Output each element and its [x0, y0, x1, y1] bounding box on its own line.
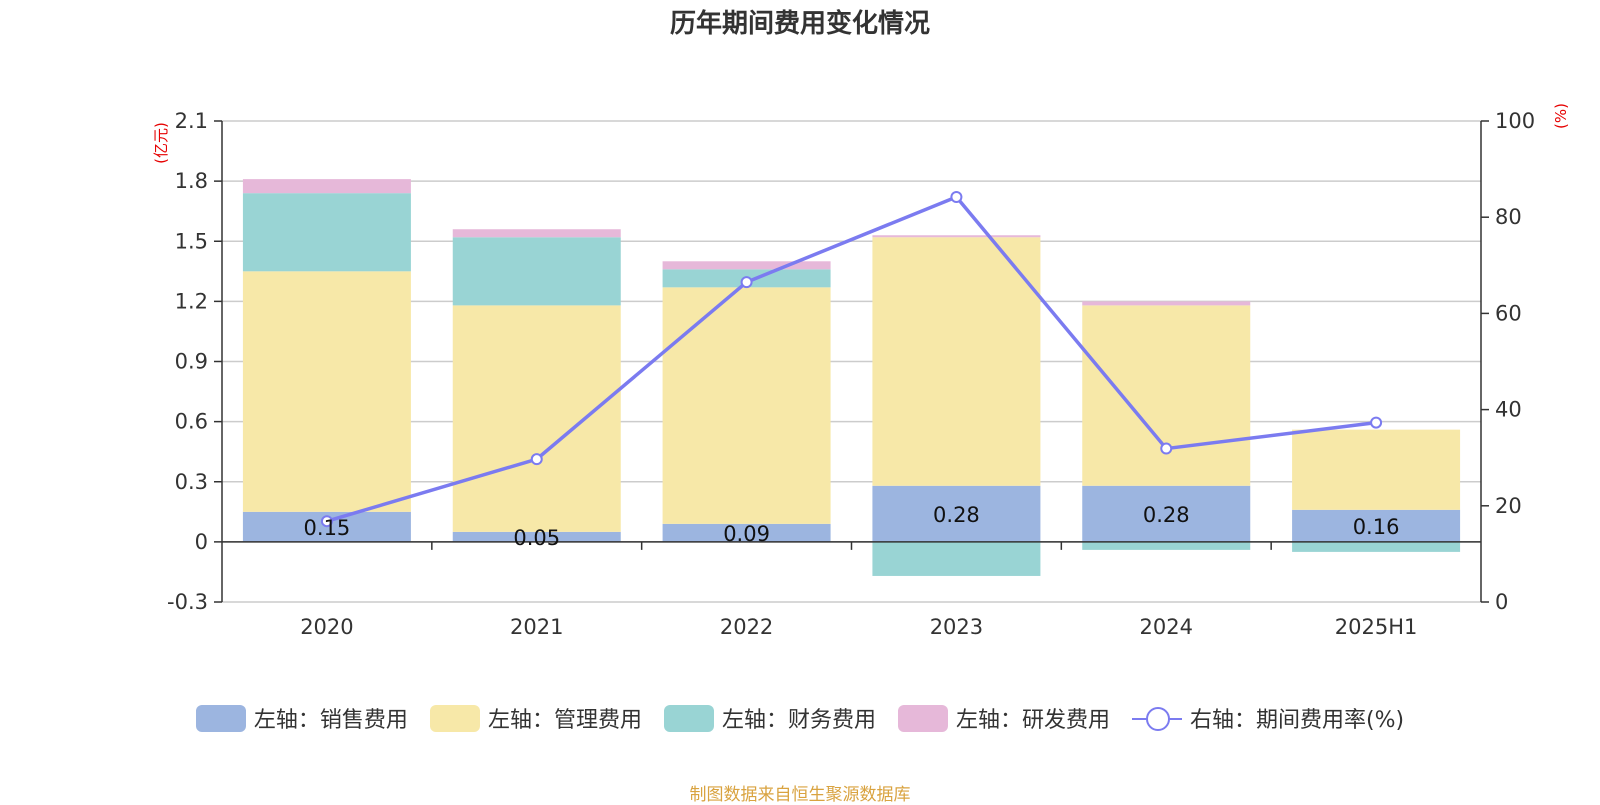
- data-labels: 0.15 0.05 0.09 0.28 0.28 0.16: [304, 503, 1400, 550]
- gridlines: [222, 120, 1481, 603]
- data-label: 0.15: [304, 516, 351, 540]
- bar-segment: [452, 531, 621, 542]
- expense-rate-point: [320, 515, 333, 528]
- legend-label: 左轴：研发费用: [955, 708, 1110, 733]
- axes: 2.1 1.8 1.5 1.2 0.9 0.6 0.3 0 -0.3 100 80 60 40 20 0 20…: [167, 109, 1535, 639]
- legend-item[interactable]: 右轴：期间费用率(%): [1131, 702, 1405, 734]
- category-label: 2023: [930, 615, 983, 639]
- data-label: 0.28: [933, 503, 980, 527]
- bar-segment: [452, 305, 621, 532]
- legend-swatch: [195, 704, 246, 732]
- bar-segment: [452, 237, 621, 306]
- expense-rate-point: [740, 276, 753, 289]
- right-axis-tick-label: 0: [1495, 590, 1508, 614]
- bar-segment: [872, 235, 1041, 238]
- left-axis-tick-label: 0: [195, 530, 208, 554]
- bar-segment: [1082, 305, 1251, 486]
- legend-label: 右轴：期间费用率(%): [1189, 708, 1405, 733]
- right-axis-tick-label: 60: [1495, 301, 1522, 325]
- left-axis-tick-label: 1.2: [175, 289, 208, 313]
- left-axis-tick-label: 2.1: [175, 109, 208, 133]
- category-label: 2024: [1140, 615, 1193, 639]
- expense-rate-point: [530, 453, 543, 466]
- expense-rate-point: [950, 190, 963, 203]
- chart-title: 历年期间费用变化情况: [670, 8, 930, 39]
- bar-segment: [872, 237, 1041, 486]
- bars: [242, 179, 1461, 576]
- data-label: 0.09: [723, 522, 770, 546]
- bar-segment: [1082, 301, 1251, 306]
- legend-swatch: [663, 704, 714, 732]
- chart: 历年期间费用变化情况 2.1 1.8 1.5 1.2 0.9 0.6 0.3 0 -0.3 100…: [152, 8, 1570, 639]
- legend-swatch: [429, 704, 480, 732]
- legend-line-marker-icon: [1131, 705, 1182, 732]
- legend-label: 左轴：财务费用: [721, 708, 876, 733]
- expense-rate-line: [326, 194, 1377, 523]
- expense-rate-point: [1370, 416, 1383, 429]
- bar-segment: [242, 193, 411, 272]
- right-axis-tick-label: 80: [1495, 205, 1522, 229]
- right-axis-tick-label: 100: [1495, 109, 1535, 133]
- legend-label: 左轴：销售费用: [253, 708, 408, 733]
- legend: 左轴：销售费用 左轴：管理费用 左轴：财务费用 左轴：研发费用 右轴：期间费用率(%): [0, 702, 1600, 734]
- bar-segment: [452, 229, 621, 238]
- bar-segment: [1292, 429, 1461, 510]
- left-axis-tick-label: 0.9: [175, 350, 208, 374]
- bar-segment: [872, 541, 1041, 576]
- legend-item[interactable]: 左轴：研发费用: [897, 702, 1110, 734]
- data-label: 0.16: [1353, 515, 1400, 539]
- bar-segment: [1082, 541, 1251, 550]
- right-axis-tick-label: 40: [1495, 398, 1522, 422]
- left-axis-tick-label: 0.6: [175, 410, 208, 434]
- left-axis-unit: (亿元): [152, 122, 170, 164]
- legend-item[interactable]: 左轴：财务费用: [663, 702, 876, 734]
- bar-segment: [242, 179, 411, 194]
- legend-item[interactable]: 左轴：管理费用: [429, 702, 642, 734]
- bar-segment: [662, 287, 831, 524]
- left-axis-tick-label: 1.5: [175, 229, 208, 253]
- line-series: [320, 190, 1383, 528]
- bar-segment: [1082, 485, 1251, 542]
- legend-label: 左轴：管理费用: [487, 708, 642, 733]
- legend-swatch: [897, 704, 948, 732]
- category-label: 2021: [510, 615, 563, 639]
- expense-rate-point: [1160, 442, 1173, 455]
- bar-segment: [1292, 541, 1461, 552]
- bar-segment: [1292, 509, 1461, 542]
- bar-segment: [662, 523, 831, 542]
- source-note: 制图数据来自恒生聚源数据库: [689, 785, 911, 805]
- left-axis-tick-label: 0.3: [175, 470, 208, 494]
- right-axis-tick-label: 20: [1495, 494, 1522, 518]
- category-label: 2025H1: [1335, 615, 1418, 639]
- data-label: 0.28: [1143, 503, 1190, 527]
- category-label: 2022: [720, 615, 773, 639]
- left-axis-tick-label: -0.3: [167, 590, 208, 614]
- bar-segment: [872, 485, 1041, 542]
- right-axis-unit: (%): [1552, 103, 1570, 129]
- data-label: 0.05: [513, 526, 560, 550]
- category-label: 2020: [300, 615, 353, 639]
- bar-segment: [242, 271, 411, 512]
- left-axis-tick-label: 1.8: [175, 169, 208, 193]
- legend-item[interactable]: 左轴：销售费用: [195, 702, 408, 734]
- bar-segment: [662, 261, 831, 270]
